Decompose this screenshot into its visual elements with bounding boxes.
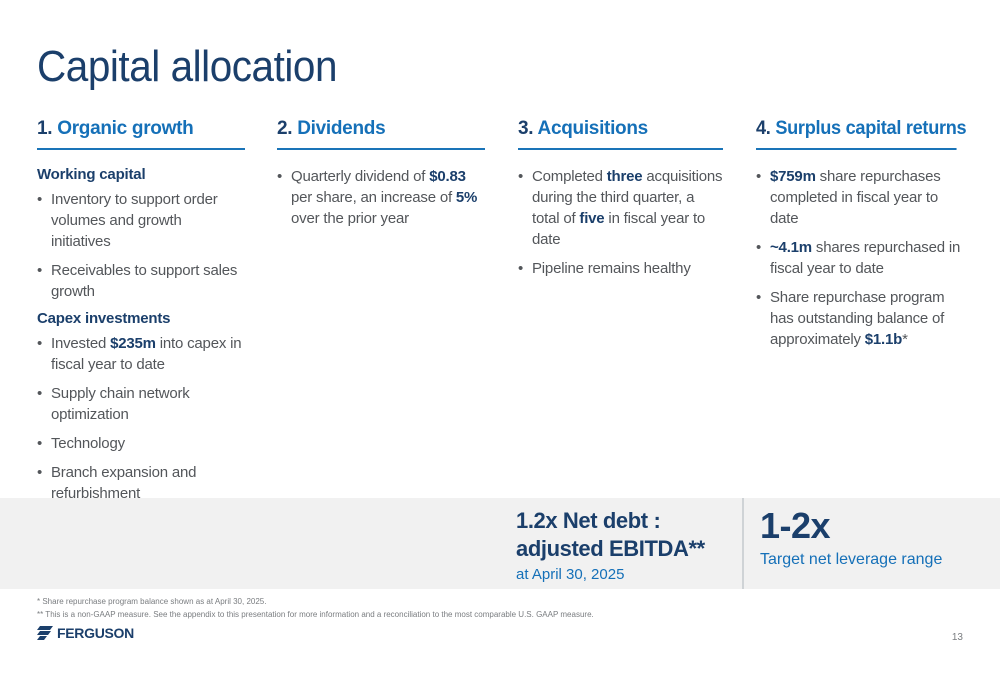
column-number: 4. (756, 118, 771, 139)
bullet-list: Quarterly dividend of $0.83 per share, a… (277, 166, 485, 229)
bullet-text: Share repurchase program has outstanding… (770, 289, 945, 348)
bullet-text: Invested (51, 335, 111, 352)
column-number: 2. (277, 118, 293, 139)
band-divider (742, 498, 744, 589)
net-debt-ratio: 1.2x Net debt : adjusted EBITDA** (516, 508, 705, 561)
column-number: 3. (518, 118, 534, 139)
bullet-item: $759m share repurchases completed in fis… (756, 166, 966, 229)
column-title: Acquisitions (537, 118, 649, 139)
subheading: Working capital (37, 166, 146, 183)
column-body: Working capital Inventory to support orde… (37, 166, 245, 504)
highlight-value: three (606, 168, 643, 185)
bullet-text: over the prior year (291, 210, 409, 227)
bullet-text: Branch expansion and refurbishment (51, 464, 197, 502)
subheading: Capex investments (37, 310, 171, 327)
bullet-text: Inventory to support order volumes and g… (51, 191, 218, 250)
footnote-repurchase: * Share repurchase program balance shown… (37, 597, 267, 606)
bullet-text: acquisitions during the third quarter, a… (532, 168, 723, 227)
column-organic-growth: 1. Organic growth Working capital Invento… (37, 118, 245, 512)
bullet-item: Supply chain network optimization (37, 383, 245, 425)
column-acquisitions: 3. Acquisitions Completed three acquisit… (518, 118, 723, 287)
bullet-item: Pipeline remains healthy (518, 258, 723, 279)
page-number: 13 (951, 632, 963, 643)
bullet-text: per share, an increase of (291, 189, 456, 206)
column-number: 1. (37, 118, 53, 139)
bullet-text: into capex in fiscal year to date (51, 335, 242, 373)
ferguson-logo-icon (37, 626, 53, 640)
highlight-value: 5% (455, 189, 478, 206)
column-title: Organic growth (57, 118, 194, 139)
bullet-text: Receivables to support sales growth (51, 262, 238, 300)
column-surplus-capital-returns: 4. Surplus capital returns $759m share r… (756, 118, 967, 358)
column-dividends: 2. Dividends Quarterly dividend of $0.83… (277, 118, 485, 237)
footnote-non-gaap: ** This is a non-GAAP measure. See the a… (37, 610, 594, 619)
leverage-band (0, 498, 1000, 589)
bullet-text: Technology (51, 435, 125, 452)
bullet-text: Quarterly dividend of (291, 168, 430, 185)
bullet-item: Quarterly dividend of $0.83 per share, a… (277, 166, 485, 229)
bullet-item: Invested $235m into capex in fiscal year… (37, 333, 245, 375)
bullet-item: ~4.1m shares repurchased in fiscal year … (756, 237, 966, 279)
column-body: Completed three acquisitions during the … (518, 166, 723, 279)
bullet-text: share repurchases completed in fiscal ye… (770, 168, 941, 227)
target-leverage-value: 1-2x (760, 505, 831, 546)
net-debt-date: at April 30, 2025 (516, 566, 625, 583)
bullet-list: Invested $235m into capex in fiscal year… (37, 333, 245, 504)
column-heading: 1. Organic growth (37, 118, 245, 150)
bullet-text: * (902, 331, 908, 348)
logo-text: FERGUSON (57, 625, 134, 641)
bullet-item: Receivables to support sales growth (37, 260, 245, 302)
column-body: $759m share repurchases completed in fis… (756, 166, 966, 350)
column-heading: 3. Acquisitions (518, 118, 723, 150)
highlight-value: ~4.1m (770, 239, 812, 256)
bullet-text: Supply chain network optimization (51, 385, 190, 423)
bullet-item: Completed three acquisitions during the … (518, 166, 723, 250)
column-body: Quarterly dividend of $0.83 per share, a… (277, 166, 485, 229)
highlight-value: $759m (770, 168, 816, 185)
column-title: Surplus capital returns (775, 118, 967, 139)
bullet-item: Branch expansion and refurbishment (37, 462, 245, 504)
highlight-value: five (579, 210, 605, 227)
column-heading: 2. Dividends (277, 118, 485, 150)
highlight-value: $235m (110, 335, 156, 352)
column-heading: 4. Surplus capital returns (756, 118, 967, 150)
highlight-value: $0.83 (429, 168, 466, 185)
column-title: Dividends (297, 118, 386, 139)
bullet-list: $759m share repurchases completed in fis… (756, 166, 966, 350)
target-leverage-label: Target net leverage range (760, 551, 943, 568)
ferguson-logo: FERGUSON (37, 625, 134, 641)
highlight-value: $1.1b (864, 331, 903, 348)
bullet-text: shares repurchased in fiscal year to dat… (770, 239, 961, 277)
bullet-text: Pipeline remains healthy (532, 260, 691, 277)
bullet-text: in fiscal year to date (532, 210, 706, 248)
bullet-text: Completed (532, 168, 607, 185)
bullet-item: Inventory to support order volumes and g… (37, 189, 245, 252)
bullet-list: Inventory to support order volumes and g… (37, 189, 245, 302)
bullet-item: Share repurchase program has outstanding… (756, 287, 966, 350)
bullet-list: Completed three acquisitions during the … (518, 166, 723, 279)
bullet-item: Technology (37, 433, 245, 454)
slide-title: Capital allocation (37, 42, 338, 91)
